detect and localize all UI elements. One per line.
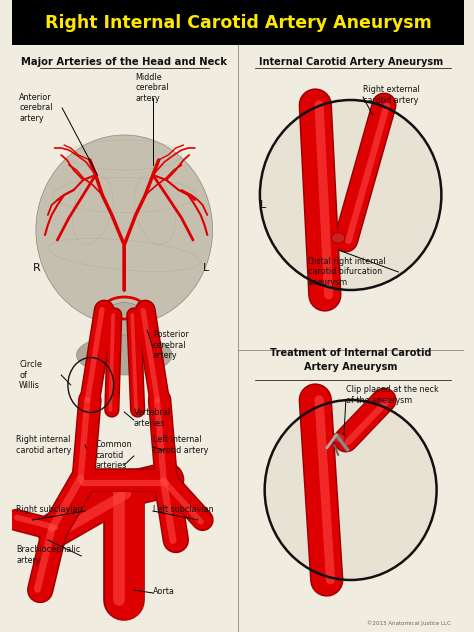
Text: ©2013 Anatomical Justice LLC: ©2013 Anatomical Justice LLC (367, 621, 451, 626)
Text: L: L (260, 200, 266, 210)
Text: Right Internal Carotid Artery Aneurysm: Right Internal Carotid Artery Aneurysm (45, 13, 431, 32)
Ellipse shape (331, 433, 345, 443)
Ellipse shape (98, 303, 151, 358)
Text: Clip placed at the neck
of the aneurysm: Clip placed at the neck of the aneurysm (346, 386, 438, 404)
Text: Common
carotid
arteries: Common carotid arteries (96, 440, 132, 470)
Text: Anterior
cerebral
artery: Anterior cerebral artery (19, 93, 53, 123)
Text: Internal Carotid Artery Aneurysm: Internal Carotid Artery Aneurysm (259, 57, 443, 67)
Ellipse shape (76, 335, 172, 375)
Text: Distal right internal
carotid bifurcation
aneurysm: Distal right internal carotid bifurcatio… (308, 257, 385, 287)
Ellipse shape (331, 233, 345, 243)
Circle shape (264, 400, 437, 580)
Text: Middle
cerebral
artery: Middle cerebral artery (136, 73, 169, 103)
Text: Right internal
carotid artery: Right internal carotid artery (16, 435, 72, 454)
Text: Left subclavian: Left subclavian (153, 506, 214, 514)
Text: Treatment of Internal Carotid
Artery Aneurysm: Treatment of Internal Carotid Artery Ane… (270, 348, 431, 372)
Text: Circle
of
Willis: Circle of Willis (19, 360, 42, 390)
Text: Posterior
cerebral
artery: Posterior cerebral artery (153, 330, 189, 360)
Text: Vertebral
arteries: Vertebral arteries (134, 408, 171, 428)
Text: Aorta: Aorta (153, 588, 175, 597)
Circle shape (260, 100, 441, 290)
Text: Right external
carotid artery: Right external carotid artery (363, 85, 420, 105)
Text: R: R (33, 263, 40, 273)
Text: Right subclavian: Right subclavian (16, 506, 83, 514)
Bar (11, 0, 465, 45)
Text: Major Arteries of the Head and Neck: Major Arteries of the Head and Neck (21, 57, 227, 67)
Text: L: L (202, 263, 209, 273)
Text: Left internal
carotid artery: Left internal carotid artery (153, 435, 208, 454)
Text: Brachiocephalic
artery: Brachiocephalic artery (16, 545, 81, 565)
Ellipse shape (36, 135, 213, 325)
